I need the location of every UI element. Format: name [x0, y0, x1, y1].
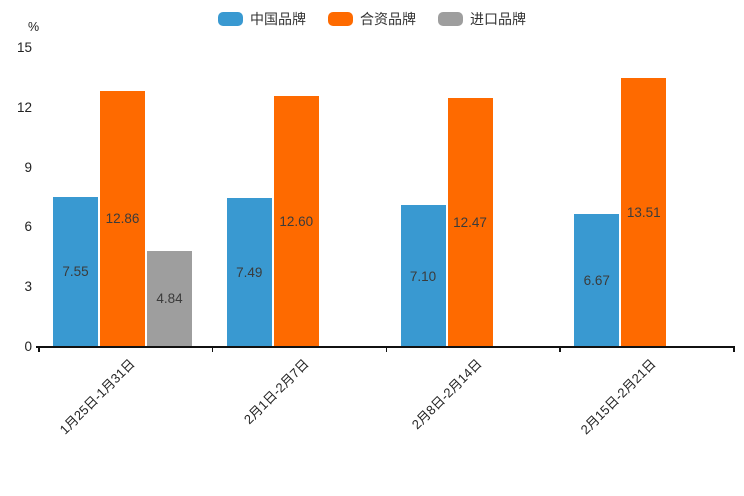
bar[interactable]: 7.55 [53, 196, 98, 347]
y-tick-label: 0 [24, 339, 32, 354]
bar[interactable]: 4.84 [147, 250, 192, 347]
bar-value-label: 12.47 [453, 215, 487, 231]
y-axis-unit-label: % [28, 20, 40, 34]
legend-swatch-icon [438, 12, 463, 26]
y-tick-label: 9 [24, 159, 32, 175]
bar-value-label: 7.10 [409, 268, 437, 284]
x-axis-tick [385, 347, 387, 352]
bar-value-label: 13.51 [626, 204, 661, 220]
legend-label: 中国品牌 [250, 11, 306, 27]
x-axis-tick [559, 347, 561, 352]
y-tick-label: 6 [24, 219, 32, 235]
x-axis-tick [211, 347, 214, 352]
y-tick-label: 3 [24, 279, 32, 295]
bar-value-label: 7.55 [62, 264, 89, 280]
bar[interactable]: 6.67 [574, 214, 620, 347]
bar[interactable]: 7.10 [400, 205, 446, 347]
bar-value-label: 7.49 [236, 264, 263, 280]
y-tick-label: 12 [16, 99, 32, 115]
y-tick-label: 15 [16, 40, 32, 55]
x-tick-label: 2月1日-2月7日 [240, 356, 312, 428]
legend-swatch-icon [328, 12, 353, 26]
x-tick-label: 1月25日-1月31日 [56, 356, 138, 438]
legend-label: 合资品牌 [360, 11, 416, 27]
x-axis-tick [733, 347, 735, 352]
bar[interactable]: 13.51 [621, 77, 667, 347]
legend: 中国品牌 合资品牌 进口品牌 [0, 9, 744, 29]
x-axis-tick [38, 347, 40, 352]
legend-item[interactable]: 进口品牌 [438, 10, 526, 28]
bar[interactable]: 7.49 [226, 197, 272, 347]
bar-value-label: 4.84 [156, 291, 183, 307]
bar-value-label: 12.60 [279, 213, 314, 229]
legend-item[interactable]: 合资品牌 [328, 10, 416, 28]
x-tick-label: 2月15日-2月21日 [577, 356, 659, 438]
legend-swatch-icon [218, 12, 243, 26]
bar-value-label: 12.86 [105, 211, 140, 227]
bar[interactable]: 12.86 [100, 90, 145, 347]
legend-label: 进口品牌 [470, 11, 526, 27]
bar[interactable]: 12.47 [447, 98, 493, 347]
legend-item[interactable]: 中国品牌 [218, 10, 306, 28]
x-tick-label: 2月8日-2月14日 [409, 356, 486, 433]
bar-value-label: 6.67 [583, 273, 610, 288]
bar[interactable]: 12.60 [273, 95, 319, 347]
